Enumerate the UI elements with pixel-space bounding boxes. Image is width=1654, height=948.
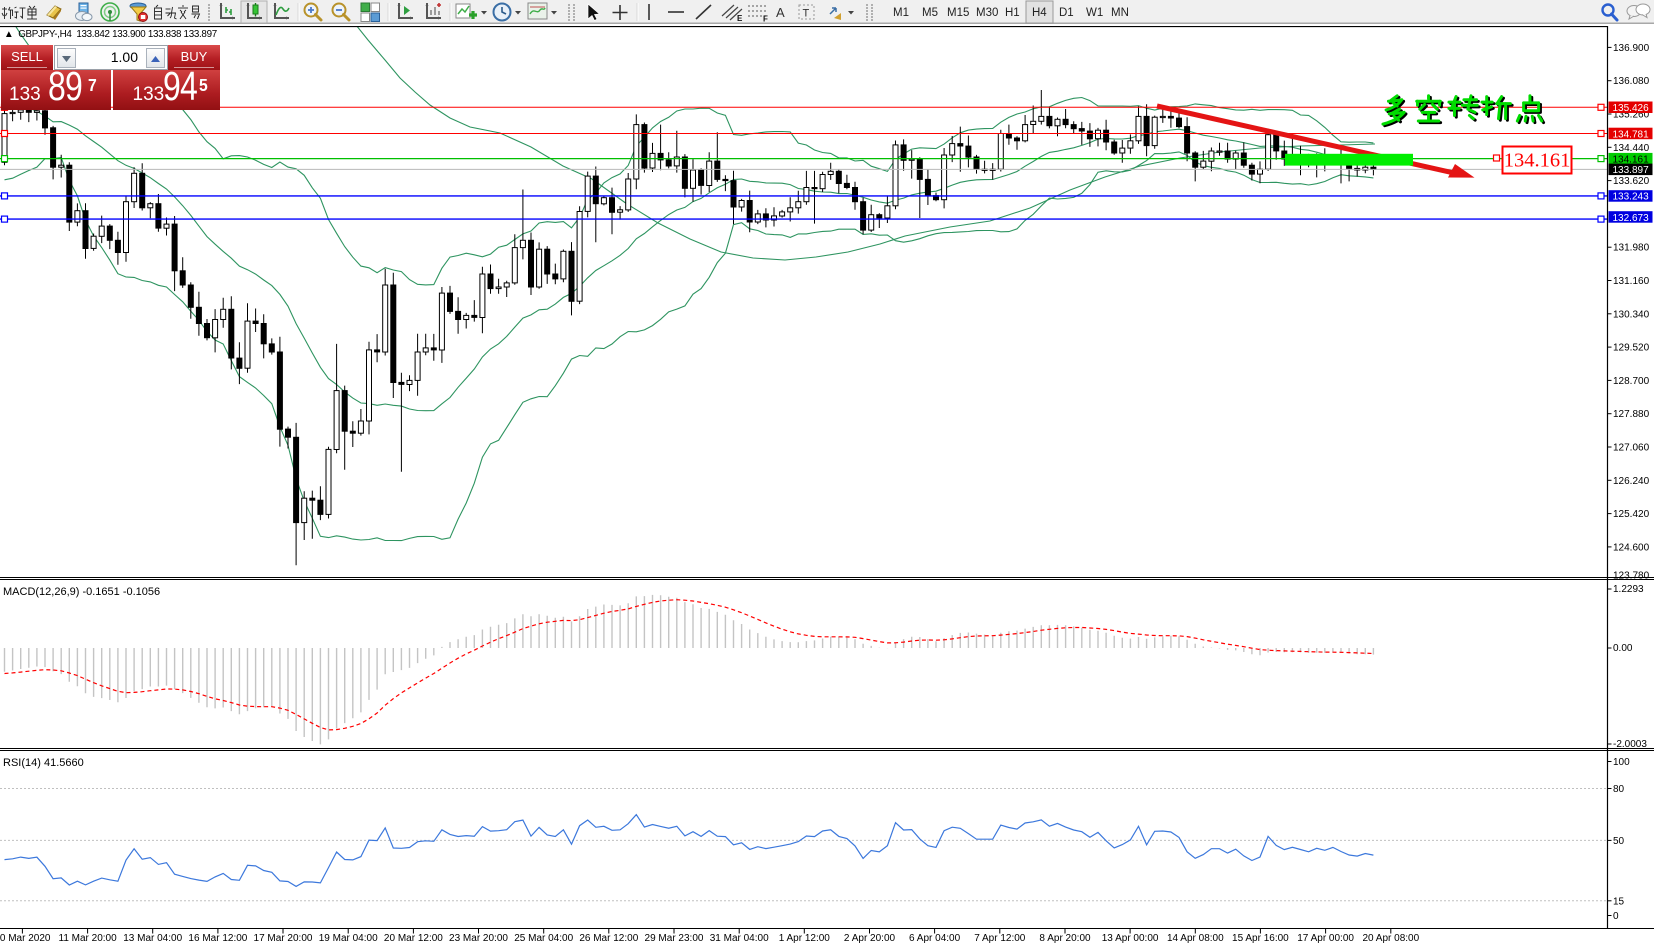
svg-text:7 Apr 12:00: 7 Apr 12:00 xyxy=(974,933,1026,944)
svg-text:26 Mar 12:00: 26 Mar 12:00 xyxy=(579,933,638,944)
svg-text:127.060: 127.060 xyxy=(1613,443,1650,454)
svg-text:F: F xyxy=(763,15,768,24)
svg-text:31 Mar 04:00: 31 Mar 04:00 xyxy=(710,933,769,944)
svg-text:124.600: 124.600 xyxy=(1613,542,1650,553)
svg-text:19 Mar 04:00: 19 Mar 04:00 xyxy=(319,933,378,944)
svg-text:131.980: 131.980 xyxy=(1613,243,1650,254)
svg-text:0.00: 0.00 xyxy=(1613,643,1633,654)
svg-text:130.340: 130.340 xyxy=(1613,309,1650,320)
svg-text:23 Mar 20:00: 23 Mar 20:00 xyxy=(449,933,508,944)
svg-text:10 Mar 2020: 10 Mar 2020 xyxy=(0,933,51,944)
svg-text:M1: M1 xyxy=(893,7,909,19)
svg-text:20 Mar 12:00: 20 Mar 12:00 xyxy=(384,933,443,944)
svg-text:MN: MN xyxy=(1111,7,1129,19)
svg-text:2 Apr 20:00: 2 Apr 20:00 xyxy=(844,933,896,944)
svg-text:134.161: 134.161 xyxy=(1613,154,1650,165)
svg-text:17 Apr 00:00: 17 Apr 00:00 xyxy=(1297,933,1354,944)
svg-text:13 Mar 04:00: 13 Mar 04:00 xyxy=(123,933,182,944)
svg-text:126.240: 126.240 xyxy=(1613,476,1650,487)
svg-text:20 Apr 08:00: 20 Apr 08:00 xyxy=(1362,933,1419,944)
svg-text:131.160: 131.160 xyxy=(1613,276,1650,287)
svg-text:M30: M30 xyxy=(976,7,998,19)
svg-text:132.673: 132.673 xyxy=(1613,213,1650,224)
svg-text:A: A xyxy=(776,5,785,20)
svg-text:80: 80 xyxy=(1613,784,1625,795)
svg-text:M15: M15 xyxy=(947,7,969,19)
svg-text:H1: H1 xyxy=(1005,7,1020,19)
svg-text:133.243: 133.243 xyxy=(1613,192,1650,203)
svg-text:15: 15 xyxy=(1613,896,1625,907)
svg-text:128.700: 128.700 xyxy=(1613,376,1650,387)
svg-text:134.440: 134.440 xyxy=(1613,143,1650,154)
svg-text:H4: H4 xyxy=(1032,7,1047,19)
svg-text:135.426: 135.426 xyxy=(1613,103,1650,114)
svg-text:129.520: 129.520 xyxy=(1613,343,1650,354)
svg-text:136.080: 136.080 xyxy=(1613,76,1650,87)
svg-text:8 Apr 20:00: 8 Apr 20:00 xyxy=(1039,933,1091,944)
svg-text:136.900: 136.900 xyxy=(1613,43,1650,54)
svg-text:13 Apr 00:00: 13 Apr 00:00 xyxy=(1102,933,1159,944)
svg-text:25 Mar 04:00: 25 Mar 04:00 xyxy=(514,933,573,944)
svg-text:50: 50 xyxy=(1613,836,1625,847)
svg-text:135.260: 135.260 xyxy=(1613,110,1650,121)
svg-text:17 Mar 20:00: 17 Mar 20:00 xyxy=(254,933,313,944)
svg-text:133.620: 133.620 xyxy=(1613,176,1650,187)
svg-text:134.161: 134.161 xyxy=(1504,150,1571,172)
svg-text:123.780: 123.780 xyxy=(1613,571,1650,582)
svg-text:11 Mar 20:00: 11 Mar 20:00 xyxy=(59,933,118,944)
svg-text:14 Apr 08:00: 14 Apr 08:00 xyxy=(1167,933,1224,944)
svg-text:MACD(12,26,9) -0.1651 -0.1056: MACD(12,26,9) -0.1651 -0.1056 xyxy=(3,586,160,598)
svg-text:125.420: 125.420 xyxy=(1613,509,1650,520)
svg-text:100: 100 xyxy=(1613,757,1630,768)
svg-text:E: E xyxy=(737,14,743,23)
svg-text:1.2293: 1.2293 xyxy=(1613,584,1644,595)
svg-text:127.880: 127.880 xyxy=(1613,409,1650,420)
svg-text:-2.0003: -2.0003 xyxy=(1613,739,1647,750)
svg-text:RSI(14) 41.5660: RSI(14) 41.5660 xyxy=(3,757,84,769)
svg-text:D1: D1 xyxy=(1059,7,1074,19)
svg-text:M5: M5 xyxy=(922,7,938,19)
svg-text:134.781: 134.781 xyxy=(1613,129,1650,140)
svg-text:16 Mar 12:00: 16 Mar 12:00 xyxy=(188,933,247,944)
svg-text:6 Apr 04:00: 6 Apr 04:00 xyxy=(909,933,961,944)
svg-text:133.897: 133.897 xyxy=(1613,165,1650,176)
svg-text:15 Apr 16:00: 15 Apr 16:00 xyxy=(1232,933,1289,944)
svg-text:29 Mar 23:00: 29 Mar 23:00 xyxy=(645,933,704,944)
svg-text:W1: W1 xyxy=(1086,7,1103,19)
svg-text:1 Apr 12:00: 1 Apr 12:00 xyxy=(779,933,831,944)
svg-text:T: T xyxy=(803,8,810,20)
svg-text:0: 0 xyxy=(1613,911,1619,922)
